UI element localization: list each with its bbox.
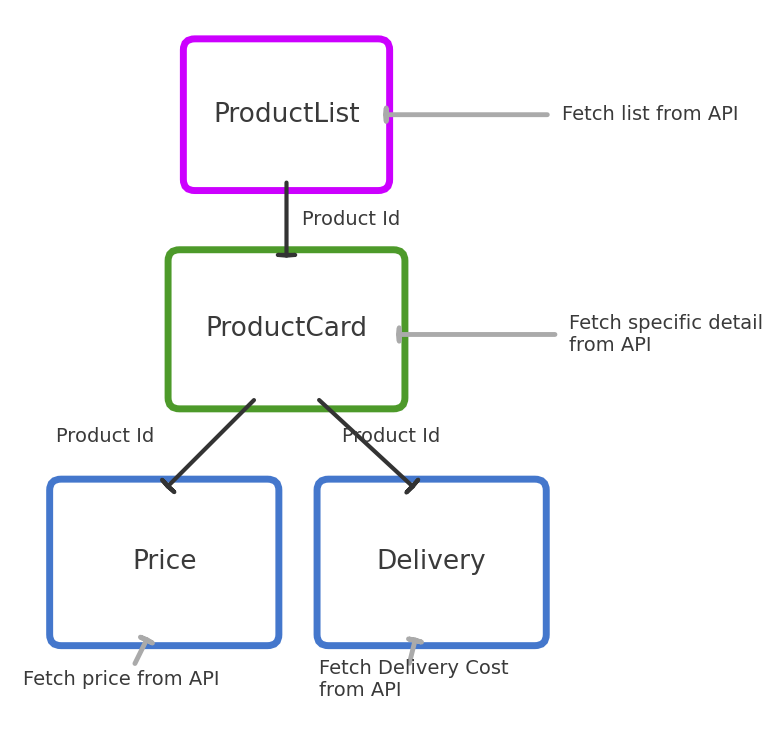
Text: Product Id: Product Id	[56, 427, 154, 446]
Text: Price: Price	[132, 549, 196, 576]
Text: Fetch price from API: Fetch price from API	[23, 670, 219, 689]
Text: Fetch list from API: Fetch list from API	[562, 105, 738, 124]
FancyBboxPatch shape	[50, 480, 279, 645]
Text: Product Id: Product Id	[342, 427, 441, 446]
Text: Fetch specific details
from API: Fetch specific details from API	[569, 314, 764, 355]
FancyBboxPatch shape	[183, 38, 390, 191]
Text: ProductList: ProductList	[213, 101, 360, 128]
Text: Delivery: Delivery	[377, 549, 487, 576]
Text: Fetch Delivery Cost
from API: Fetch Delivery Cost from API	[319, 659, 509, 700]
Text: Product Id: Product Id	[302, 210, 400, 229]
Text: ProductCard: ProductCard	[206, 316, 367, 343]
FancyBboxPatch shape	[168, 249, 405, 408]
FancyBboxPatch shape	[317, 480, 546, 645]
